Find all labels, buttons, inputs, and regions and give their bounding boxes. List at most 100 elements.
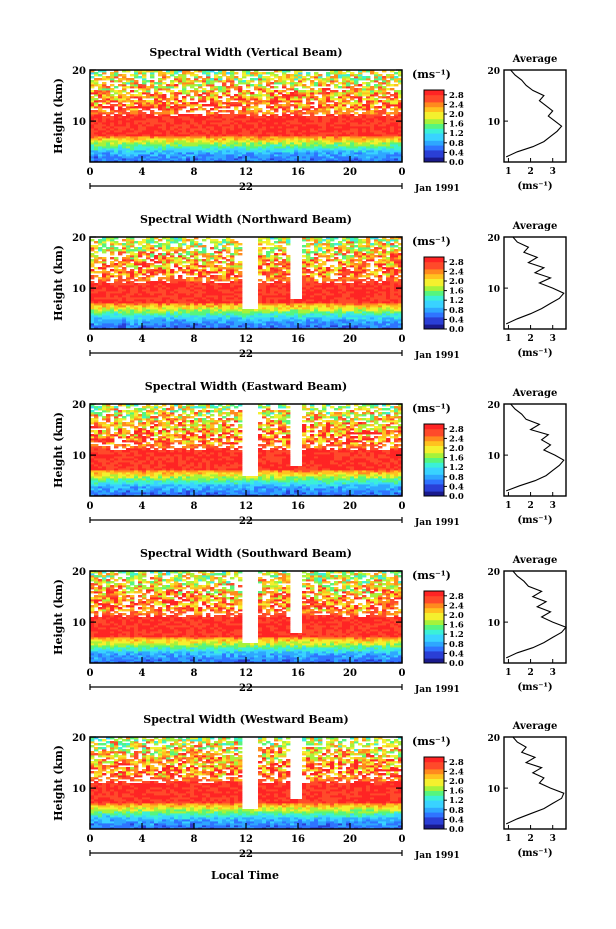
heatmap-cell [222, 144, 227, 147]
heatmap-cell [286, 158, 291, 161]
heatmap-cell [306, 90, 311, 93]
heatmap-cell [114, 152, 119, 155]
heatmap-cell [174, 148, 179, 151]
heatmap-cell [354, 148, 359, 151]
heatmap-cell [266, 116, 271, 119]
heatmap-cell [114, 96, 119, 99]
heatmap-cell [290, 148, 295, 151]
heatmap-cell [102, 158, 107, 161]
heatmap-cell [114, 156, 119, 159]
heatmap-cell [302, 156, 307, 159]
heatmap-cell [106, 156, 111, 159]
heatmap-cell [210, 152, 215, 155]
heatmap-cell [138, 152, 143, 155]
heatmap-cell [390, 144, 395, 147]
heatmap-cell [202, 152, 207, 155]
heatmap-cell [150, 100, 155, 103]
heatmap-cell [226, 156, 231, 159]
heatmap-cell [294, 156, 299, 159]
heatmap-cell [230, 146, 235, 149]
heatmap-cell [142, 144, 147, 147]
heatmap-cell [122, 146, 127, 149]
heatmap-cell [350, 148, 355, 151]
heatmap-cell [166, 158, 171, 161]
heatmap-cell [350, 160, 355, 163]
heatmap-cell [226, 86, 231, 89]
heatmap-cell [394, 152, 399, 155]
heatmap-cell [198, 156, 203, 159]
heatmap-cell [122, 279, 127, 282]
heatmap-cell [250, 152, 255, 155]
heatmap-cell [90, 160, 95, 163]
heatmap-cell [182, 279, 187, 282]
heatmap-cell [282, 94, 287, 97]
heatmap-cell [266, 152, 271, 155]
heatmap-cell [386, 156, 391, 159]
heatmap-cell [370, 80, 375, 83]
heatmap-cell [222, 156, 227, 159]
heatmap-cell [258, 156, 263, 159]
heatmap-cell [270, 158, 275, 161]
heatmap-cell [310, 156, 315, 159]
heatmap-cell [126, 160, 131, 163]
heatmap-cell [146, 140, 151, 143]
heatmap-cell [298, 160, 303, 163]
heatmap-cell [354, 100, 359, 103]
heatmap-cell [270, 160, 275, 163]
heatmap-cell [242, 90, 247, 93]
heatmap-cell [370, 144, 375, 147]
heatmap [90, 237, 403, 330]
heatmap-cell [334, 146, 339, 149]
heatmap-cell [198, 158, 203, 161]
heatmap-cell [110, 140, 115, 143]
heatmap-cell [358, 88, 363, 91]
heatmap-cell [218, 114, 223, 117]
heatmap-cell [250, 92, 255, 95]
y-tick-label: 10 [72, 117, 86, 128]
heatmap-cell [106, 146, 111, 149]
heatmap-cell [218, 96, 223, 99]
heatmap-cell [134, 158, 139, 161]
heatmap-cell [326, 150, 331, 153]
heatmap-cell [138, 76, 143, 79]
heatmap-cell [250, 154, 255, 157]
heatmap-cell [354, 160, 359, 163]
heatmap-cell [310, 150, 315, 153]
heatmap-cell [258, 72, 263, 75]
colorbar-segment [424, 111, 444, 115]
heatmap-cell [278, 158, 283, 161]
heatmap-cell [206, 152, 211, 155]
avg-x-tick-label: 3 [550, 167, 556, 177]
heatmap-cell [198, 94, 203, 97]
heatmap-cell [158, 160, 163, 163]
heatmap-cell [106, 160, 111, 163]
panel-title: Spectral Width (Northward Beam) [140, 213, 352, 226]
heatmap-cell [334, 279, 339, 282]
heatmap-cell [178, 104, 183, 107]
heatmap-cell [150, 80, 155, 83]
heatmap-cell [382, 116, 387, 119]
heatmap-cell [330, 114, 335, 117]
heatmap-cell [134, 146, 139, 149]
heatmap-cell [366, 158, 371, 161]
heatmap-cell [186, 160, 191, 163]
heatmap-cell [118, 150, 123, 153]
heatmap-cell [158, 152, 163, 155]
heatmap-cell [122, 154, 127, 157]
panel-2: Spectral Width (Northward Beam)1020Heigh… [52, 213, 567, 361]
heatmap-cell [258, 144, 263, 147]
heatmap-cell [278, 154, 283, 157]
heatmap-cell [90, 148, 95, 151]
colorbar-tick-label: 2.8 [449, 91, 464, 101]
heatmap-cell [298, 142, 303, 145]
heatmap-cell [318, 116, 323, 119]
heatmap-cell [94, 158, 99, 161]
heatmap-cell [178, 156, 183, 159]
heatmap-cell [182, 158, 187, 161]
heatmap-cell [118, 148, 123, 151]
heatmap-cell [154, 281, 159, 284]
heatmap-cell [174, 146, 179, 149]
heatmap-cell [146, 80, 151, 83]
heatmap-cell [254, 158, 259, 161]
heatmap-cell [270, 86, 275, 89]
